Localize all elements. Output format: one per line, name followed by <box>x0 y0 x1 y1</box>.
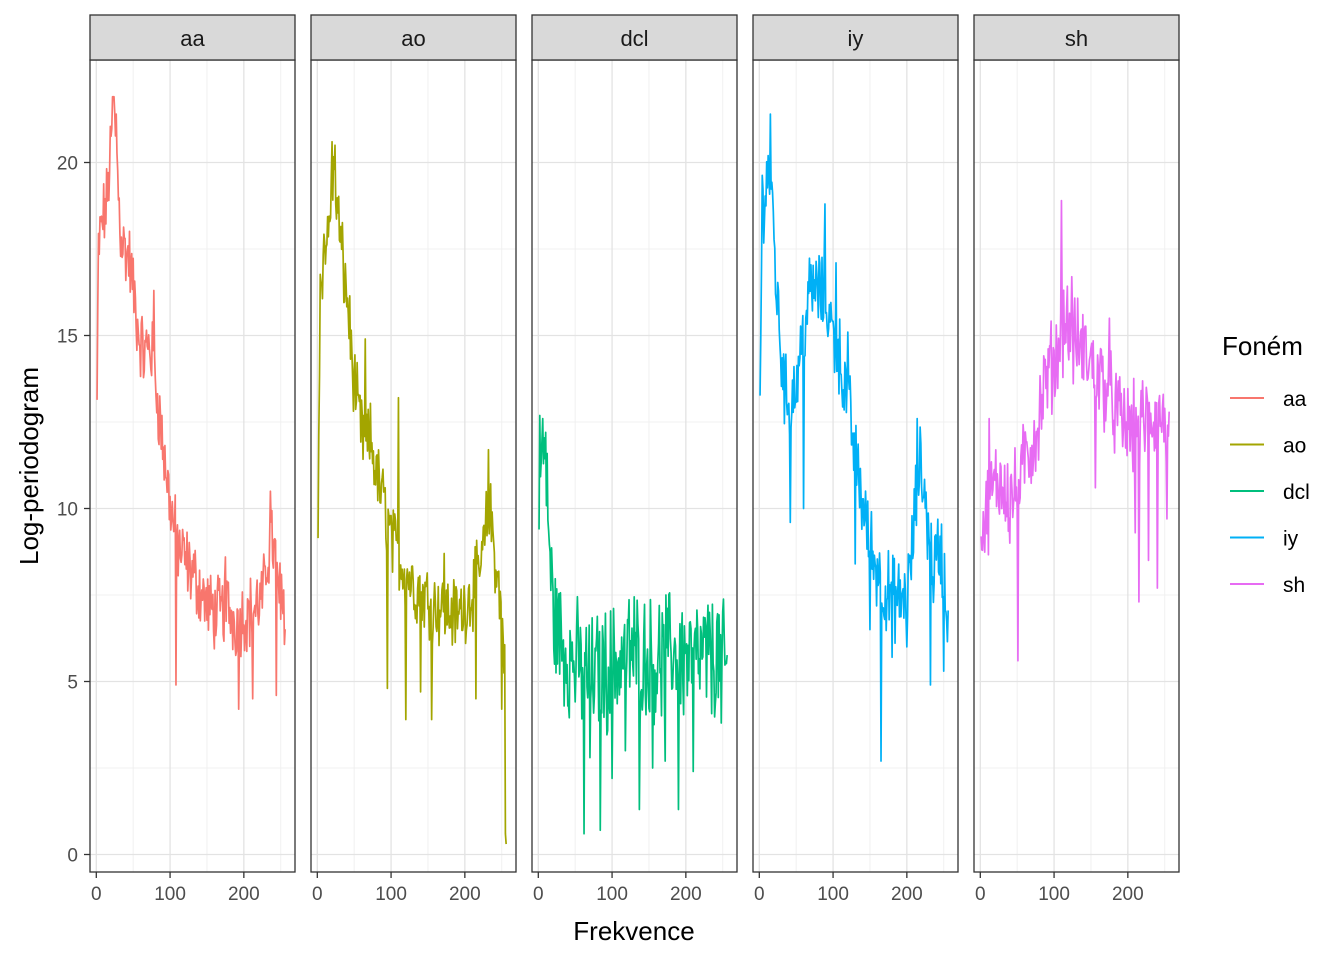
y-tick-label: 15 <box>57 327 78 348</box>
strip-label-dcl: dcl <box>620 26 648 51</box>
facet-panel-iy: iy 0 100 200 <box>752 14 959 905</box>
panel-background <box>311 60 516 872</box>
legend-title: Foném <box>1222 331 1303 361</box>
y-tick-label: 10 <box>57 500 78 521</box>
facet-panel-dcl: dcl 0 100 200 <box>531 14 738 905</box>
legend-label-dcl: dcl <box>1283 481 1310 504</box>
panel-background <box>90 60 295 872</box>
gridlines <box>753 60 958 872</box>
legend-label-iy: iy <box>1283 528 1299 551</box>
series-line-ao <box>317 140 507 845</box>
y-axis-title: Log-periodogram <box>14 367 44 565</box>
strip-label-sh: sh <box>1065 26 1088 51</box>
strip-background <box>89 14 296 61</box>
legend-item-dcl: dcl <box>1230 481 1310 504</box>
legend-label-ao: ao <box>1283 435 1306 458</box>
facet-panels: aa 0 100 200 0 5 10 15 20 ao 0 100 200 dcl 0 100 200 iy 0 1… <box>57 14 1180 905</box>
x-tick-label: 200 <box>449 884 481 905</box>
strip-background <box>531 14 738 61</box>
legend: Foném aa ao dcl iy sh <box>1222 331 1310 597</box>
facet-panel-aa: aa 0 100 200 0 5 10 15 20 <box>57 14 296 905</box>
x-tick-label: 200 <box>891 884 923 905</box>
strip-background <box>973 14 1180 61</box>
y-tick-label: 20 <box>57 154 78 175</box>
facet-panel-sh: sh 0 100 200 <box>973 14 1180 905</box>
legend-label-sh: sh <box>1283 574 1305 597</box>
panel-background <box>532 60 737 872</box>
x-tick-label: 100 <box>375 884 407 905</box>
x-tick-label: 200 <box>228 884 260 905</box>
x-tick-label: 0 <box>91 884 102 905</box>
legend-label-aa: aa <box>1283 388 1307 411</box>
x-tick-label: 100 <box>817 884 849 905</box>
facet-panel-ao: ao 0 100 200 <box>310 14 517 905</box>
legend-entries: aa ao dcl iy sh <box>1230 388 1310 597</box>
gridlines <box>90 60 295 872</box>
strip-background <box>752 14 959 61</box>
strip-label-ao: ao <box>401 26 425 51</box>
x-tick-label: 100 <box>1038 884 1070 905</box>
x-tick-label: 100 <box>154 884 186 905</box>
gridlines <box>311 60 516 872</box>
series-line-dcl <box>538 414 728 835</box>
series-line-sh <box>980 199 1170 662</box>
x-tick-label: 0 <box>754 884 765 905</box>
x-tick-label: 0 <box>312 884 323 905</box>
x-tick-label: 200 <box>1112 884 1144 905</box>
x-tick-label: 200 <box>670 884 702 905</box>
legend-item-iy: iy <box>1230 528 1299 551</box>
x-tick-label: 0 <box>533 884 544 905</box>
strip-background <box>310 14 517 61</box>
legend-item-sh: sh <box>1230 574 1305 597</box>
x-axis-title: Frekvence <box>573 916 694 946</box>
legend-item-ao: ao <box>1230 435 1306 458</box>
y-tick-label: 5 <box>67 673 78 694</box>
series-line-aa <box>96 95 286 711</box>
x-tick-label: 0 <box>975 884 986 905</box>
legend-item-aa: aa <box>1230 388 1307 411</box>
strip-label-aa: aa <box>180 26 205 51</box>
series-line-iy <box>759 113 949 762</box>
x-tick-label: 100 <box>596 884 628 905</box>
strip-label-iy: iy <box>848 26 864 51</box>
y-tick-label: 0 <box>67 846 78 867</box>
